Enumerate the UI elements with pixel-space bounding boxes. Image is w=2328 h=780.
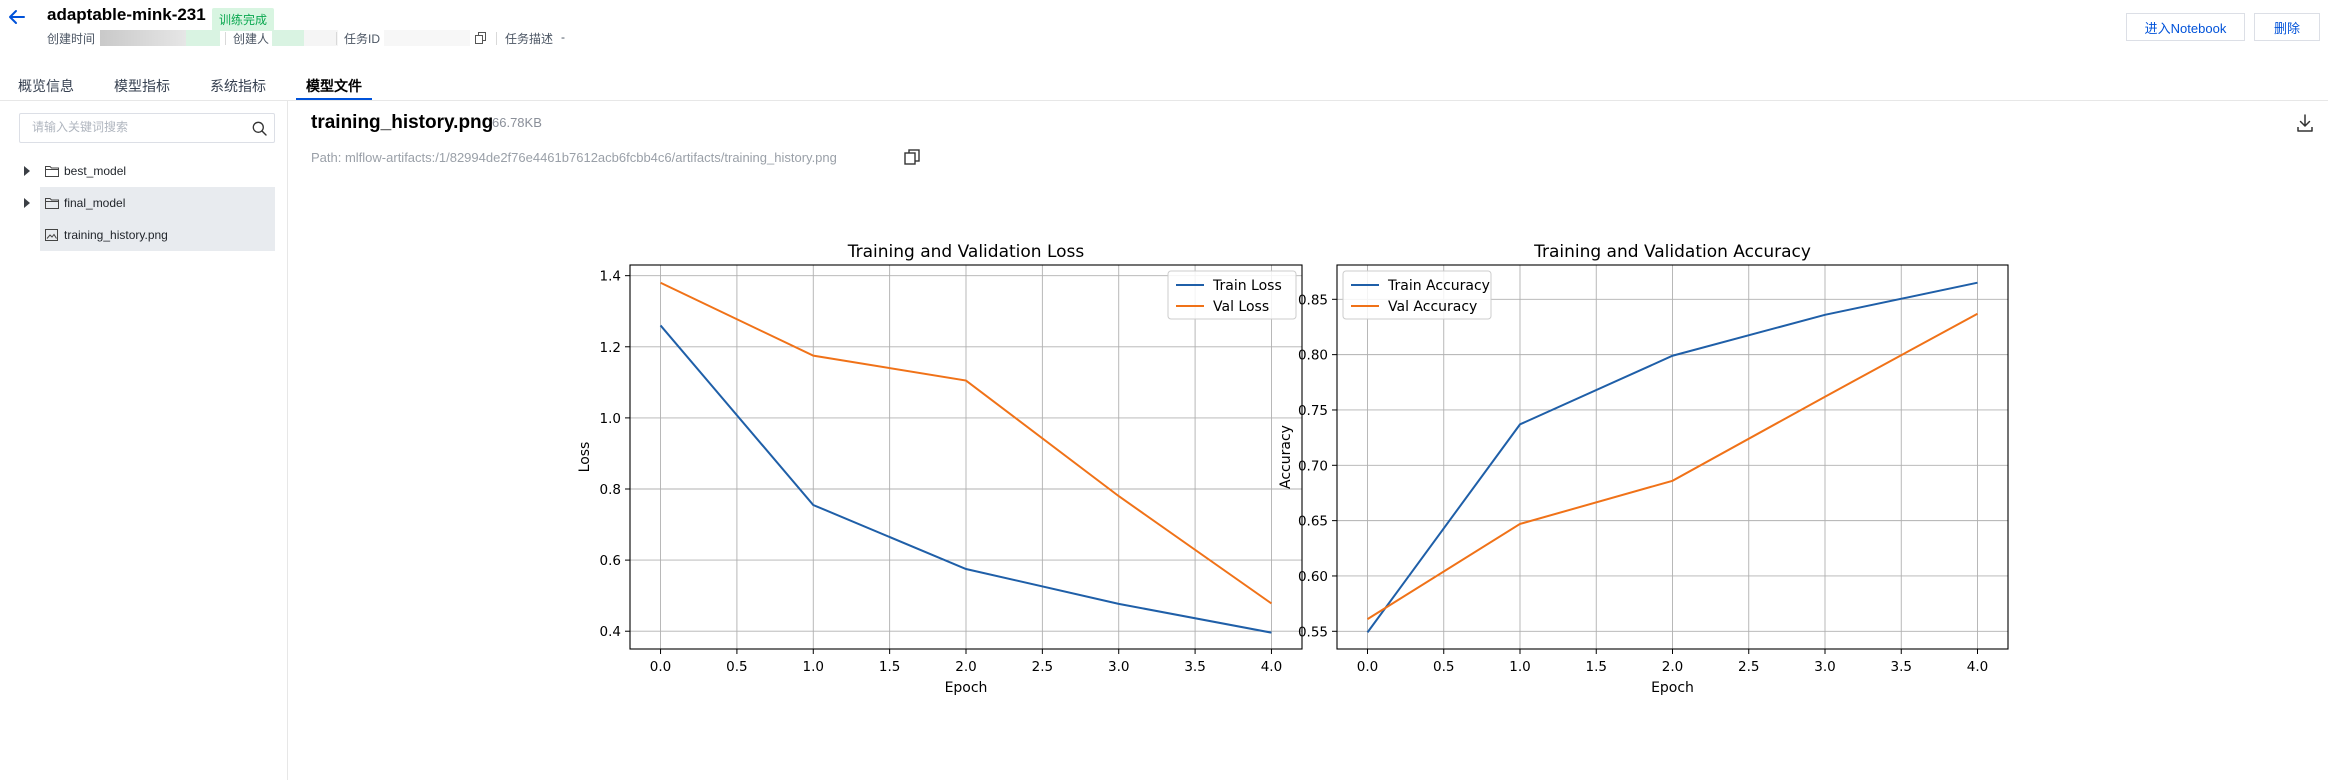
chart-title: Training and Validation Accuracy xyxy=(1533,242,1811,262)
y-tick-label: 0.55 xyxy=(1298,624,1328,640)
tree-item-label: training_history.png xyxy=(64,228,168,242)
y-tick-label: 0.8 xyxy=(600,482,621,498)
x-tick-label: 3.0 xyxy=(1108,659,1129,675)
x-tick-label: 2.0 xyxy=(1662,659,1683,675)
x-axis-label: Epoch xyxy=(945,680,988,696)
divider xyxy=(225,32,226,45)
folder-icon xyxy=(45,198,59,209)
tab-overview[interactable]: 概览信息 xyxy=(18,78,74,94)
plot-frame xyxy=(1336,264,2009,650)
masked-value xyxy=(304,30,338,46)
chart-title: Training and Validation Loss xyxy=(847,242,1085,262)
task-desc-value: - xyxy=(561,30,565,44)
task-desc-label: 任务描述 xyxy=(505,32,554,46)
legend-label: Train Accuracy xyxy=(1387,278,1490,294)
image-file-icon xyxy=(45,229,58,241)
expand-caret-icon[interactable] xyxy=(24,166,30,176)
y-tick-label: 0.85 xyxy=(1298,292,1328,308)
file-name: training_history.png xyxy=(311,112,494,133)
tree-item-label: final_model xyxy=(64,196,126,210)
page-title: adaptable-mink-231 xyxy=(47,5,206,24)
y-tick-label: 0.80 xyxy=(1298,348,1328,364)
creator-label: 创建人 xyxy=(233,32,270,46)
series-line-train xyxy=(659,324,1272,634)
x-axis-label: Epoch xyxy=(1651,680,1694,696)
open-notebook-button[interactable]: 进入Notebook xyxy=(2126,13,2245,41)
created-time-value-masked xyxy=(100,30,186,46)
training-history-image: 0.0 0.5 1.0 1.5 2.0 2.5 3.0 3.5 4.0 0.4 0.6 0.8 1.0 1… xyxy=(577,242,2009,696)
x-tick-label: 1.5 xyxy=(879,659,900,675)
x-tick-label: 2.5 xyxy=(1032,659,1053,675)
legend-box xyxy=(1342,270,1492,320)
file-size: 66.78KB xyxy=(492,115,542,130)
x-tick-label: 0.0 xyxy=(1357,659,1378,675)
active-tab-indicator xyxy=(296,98,372,100)
tab-system-metrics[interactable]: 系统指标 xyxy=(210,78,266,94)
file-tree-sidebar: best_model final_model training_history.… xyxy=(0,101,288,780)
x-tick-label: 3.5 xyxy=(1184,659,1205,675)
status-badge: 训练完成 xyxy=(212,8,275,31)
delete-button[interactable]: 删除 xyxy=(2254,13,2320,41)
x-tick-label: 2.5 xyxy=(1738,659,1759,675)
x-tick-label: 3.5 xyxy=(1891,659,1912,675)
divider xyxy=(496,32,497,45)
search-icon[interactable] xyxy=(252,121,267,136)
x-tick-label: 1.0 xyxy=(803,659,824,675)
tab-bar: 概览信息 模型指标 系统指标 模型文件 xyxy=(0,68,2328,101)
y-tick-label: 0.60 xyxy=(1298,569,1328,585)
tree-item-highlight xyxy=(40,187,275,219)
creator-value-masked xyxy=(272,30,304,46)
series-line-val xyxy=(660,281,1273,605)
y-axis-label: Loss xyxy=(577,442,593,473)
task-id-value-masked xyxy=(384,30,470,46)
x-tick-label: 4.0 xyxy=(1967,659,1988,675)
masked-value xyxy=(186,30,220,46)
file-path: Path: mlflow-artifacts:/1/82994de2f76e44… xyxy=(311,150,837,165)
legend-label: Val Loss xyxy=(1213,299,1269,315)
y-axis-label: Accuracy xyxy=(1278,425,1294,489)
tree-item-best-model[interactable]: best_model xyxy=(0,155,275,187)
tree-item-label: best_model xyxy=(64,164,127,178)
series-line-train xyxy=(1366,281,1978,633)
search-box xyxy=(19,113,275,143)
x-tick-label: 0.0 xyxy=(650,659,671,675)
y-tick-label: 1.4 xyxy=(600,269,621,285)
y-tick-label: 0.75 xyxy=(1298,403,1328,419)
legend-label: Val Accuracy xyxy=(1388,299,1477,315)
y-tick-label: 1.2 xyxy=(600,340,621,356)
tab-model-metrics[interactable]: 模型指标 xyxy=(114,78,170,94)
y-tick-label: 0.6 xyxy=(600,553,621,569)
series-line-val xyxy=(1366,312,1978,620)
expand-caret-icon[interactable] xyxy=(24,198,30,208)
x-tick-label: 4.0 xyxy=(1261,659,1282,675)
y-tick-label: 1.0 xyxy=(600,411,621,427)
y-tick-label: 0.65 xyxy=(1298,514,1328,530)
back-arrow-icon[interactable] xyxy=(6,6,28,28)
x-tick-label: 1.5 xyxy=(1586,659,1607,675)
tree-item-final-model[interactable]: final_model xyxy=(0,187,275,219)
created-time-label: 创建时间 xyxy=(47,32,96,46)
divider xyxy=(336,32,337,45)
x-tick-label: 0.5 xyxy=(726,659,747,675)
legend-label: Train Loss xyxy=(1212,278,1282,294)
page-header: adaptable-mink-231 训练完成 创建时间 创建人 任务ID 任务… xyxy=(0,0,2328,60)
x-tick-label: 1.0 xyxy=(1509,659,1530,675)
tab-model-files[interactable]: 模型文件 xyxy=(306,78,362,94)
task-id-label: 任务ID xyxy=(344,32,381,46)
x-tick-label: 0.5 xyxy=(1433,659,1454,675)
search-input[interactable] xyxy=(30,119,244,135)
y-tick-label: 0.4 xyxy=(600,624,621,640)
x-tick-label: 3.0 xyxy=(1814,659,1835,675)
copy-icon[interactable] xyxy=(475,32,486,44)
plot-frame xyxy=(629,264,1303,650)
tree-item-training-history[interactable]: training_history.png xyxy=(40,219,275,251)
folder-icon xyxy=(45,166,59,177)
copy-icon[interactable] xyxy=(904,149,920,165)
x-tick-label: 2.0 xyxy=(955,659,976,675)
download-icon[interactable] xyxy=(2296,113,2314,133)
y-tick-label: 0.70 xyxy=(1298,458,1328,474)
